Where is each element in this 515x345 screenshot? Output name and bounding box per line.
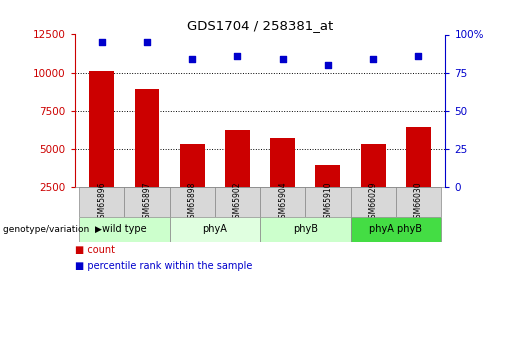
Bar bbox=[180, 144, 204, 225]
Bar bbox=[360, 144, 386, 225]
Bar bbox=[316, 165, 340, 225]
Title: GDS1704 / 258381_at: GDS1704 / 258381_at bbox=[187, 19, 333, 32]
Bar bbox=[225, 130, 250, 225]
Text: GSM66029: GSM66029 bbox=[369, 181, 377, 223]
Text: GSM65902: GSM65902 bbox=[233, 181, 242, 223]
Bar bbox=[79, 187, 125, 217]
Bar bbox=[406, 127, 431, 225]
Bar bbox=[351, 217, 441, 241]
Text: phyA: phyA bbox=[202, 224, 227, 234]
Bar bbox=[169, 217, 260, 241]
Bar bbox=[90, 71, 114, 225]
Text: ■ percentile rank within the sample: ■ percentile rank within the sample bbox=[75, 261, 252, 270]
Text: ■ count: ■ count bbox=[75, 245, 115, 255]
Point bbox=[369, 56, 377, 62]
Text: phyA phyB: phyA phyB bbox=[369, 224, 422, 234]
Text: GSM65910: GSM65910 bbox=[323, 181, 332, 223]
Bar bbox=[134, 89, 160, 225]
Point bbox=[188, 56, 196, 62]
Point bbox=[143, 39, 151, 45]
Bar bbox=[305, 187, 351, 217]
Text: GSM66030: GSM66030 bbox=[414, 181, 423, 223]
Bar bbox=[215, 187, 260, 217]
Text: genotype/variation  ▶: genotype/variation ▶ bbox=[3, 225, 101, 234]
Point bbox=[279, 56, 287, 62]
Bar bbox=[260, 187, 305, 217]
Bar bbox=[125, 187, 169, 217]
Text: GSM65896: GSM65896 bbox=[97, 181, 106, 223]
Bar bbox=[79, 217, 169, 241]
Bar bbox=[396, 187, 441, 217]
Text: GSM65904: GSM65904 bbox=[278, 181, 287, 223]
Text: wild type: wild type bbox=[102, 224, 147, 234]
Bar bbox=[351, 187, 396, 217]
Point bbox=[414, 53, 422, 59]
Bar bbox=[270, 138, 295, 225]
Text: phyB: phyB bbox=[293, 224, 318, 234]
Text: GSM65897: GSM65897 bbox=[143, 181, 151, 223]
Text: GSM65898: GSM65898 bbox=[188, 181, 197, 223]
Bar bbox=[260, 217, 351, 241]
Bar bbox=[169, 187, 215, 217]
Point bbox=[324, 62, 332, 68]
Point bbox=[98, 39, 106, 45]
Point bbox=[233, 53, 242, 59]
